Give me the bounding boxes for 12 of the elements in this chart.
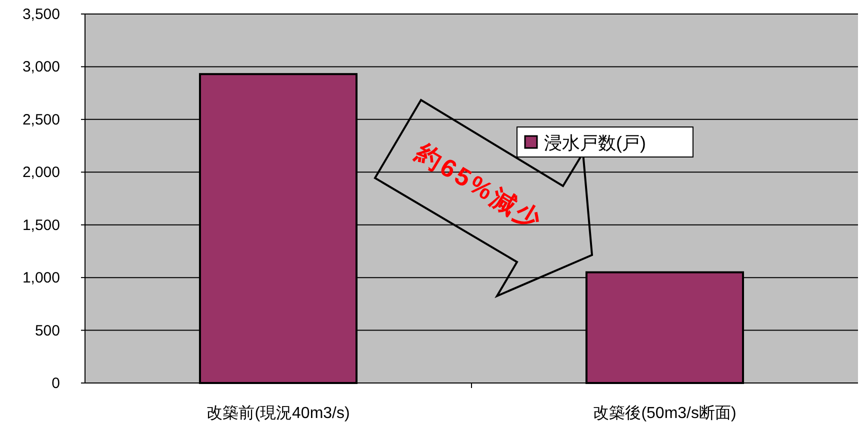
y-tick-label: 3,500: [22, 6, 60, 23]
y-tick-label: 500: [34, 322, 60, 340]
legend: 浸水戸数(戸): [516, 126, 694, 158]
y-tick-label: 1,000: [22, 270, 60, 287]
y-tick-label: 0: [52, 375, 60, 392]
y-tick-label: 3,000: [22, 58, 60, 76]
x-tick-label: 改築後(50m3/s断面): [593, 404, 736, 422]
y-tick-label: 2,500: [22, 111, 60, 128]
x-tick-label: 改築前(現況40m3/s): [206, 404, 350, 422]
y-tick-label: 1,500: [22, 216, 60, 234]
y-tick-label: 2,000: [22, 164, 60, 182]
legend-label: 浸水戸数(戸): [544, 133, 646, 153]
